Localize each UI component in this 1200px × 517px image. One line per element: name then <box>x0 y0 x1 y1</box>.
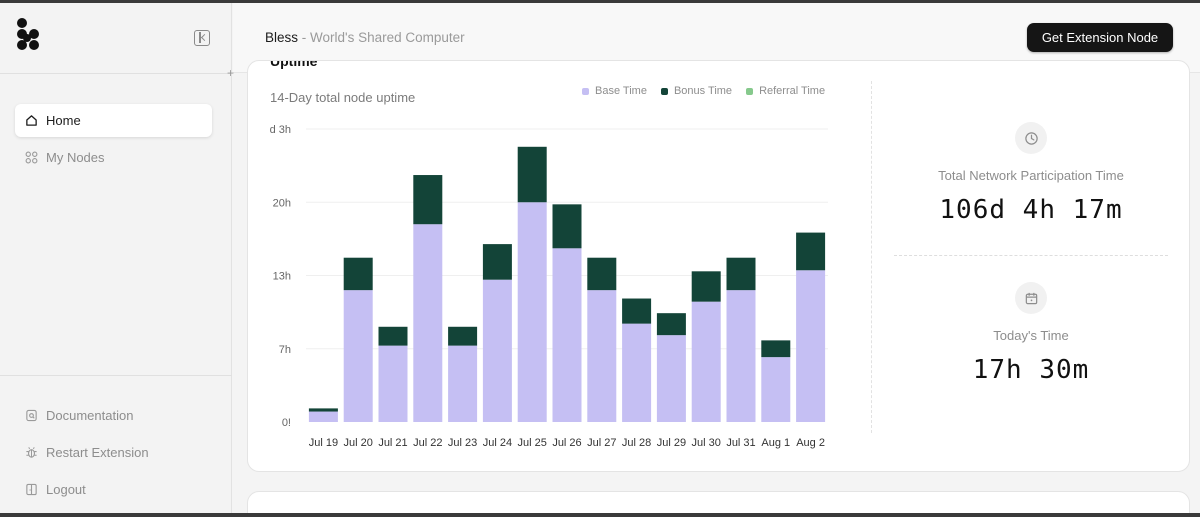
legend-swatch <box>746 87 754 95</box>
total-participation-label: Total Network Participation Time <box>938 168 1124 183</box>
todays-time-label: Today's Time <box>993 328 1069 343</box>
bar-segment <box>343 290 373 422</box>
bar-segment <box>413 175 443 225</box>
uptime-subtitle: 14-Day total node uptime <box>270 90 416 105</box>
uptime-bar-chart: 0! 7h 13h 20h d 3h Jul 19 Jul 20 Jul 21 Jul 22 Ju… <box>270 124 828 449</box>
resize-handle-icon: + <box>227 66 235 80</box>
bar-segment <box>517 146 547 203</box>
bar-segment <box>378 326 408 346</box>
legend-item-referral-time[interactable]: Referral Time <box>746 85 825 97</box>
legend-item-bonus-time[interactable]: Bonus Time <box>660 85 733 97</box>
sidebar-item-label: Logout <box>46 482 86 497</box>
x-tick-label: Jul 24 <box>483 437 512 449</box>
x-tick-label: Jul 25 <box>518 437 547 449</box>
documentation-icon <box>25 409 38 422</box>
bar-segment <box>622 298 652 324</box>
bar-segment <box>587 257 617 291</box>
x-tick-label: Aug 1 <box>761 437 790 449</box>
bar-segment <box>552 204 582 249</box>
y-tick-label: 13h <box>273 271 291 283</box>
chart-legend: Base Time Bonus Time Referral Time <box>582 85 839 97</box>
sidebar-item-home[interactable]: Home <box>15 104 212 137</box>
x-tick-label: Jul 28 <box>622 437 651 449</box>
logout-icon <box>25 483 38 496</box>
x-tick-label: Jul 22 <box>413 437 442 449</box>
stats-divider <box>894 255 1168 256</box>
legend-swatch <box>582 87 589 95</box>
sidebar-item-label: Documentation <box>46 408 134 423</box>
bar-segment <box>726 290 756 422</box>
x-tick-label: Jul 29 <box>657 437 686 449</box>
x-tick-label: Jul 30 <box>692 437 721 449</box>
legend-label: Base Time <box>595 85 647 97</box>
nodes-icon <box>25 151 38 164</box>
y-tick-label: d 3h <box>270 124 291 136</box>
y-tick-label: 7h <box>279 344 291 356</box>
x-tick-label: Jul 31 <box>726 437 755 449</box>
sidebar-item-label: Home <box>46 113 81 128</box>
brand-tagline: - World's Shared Computer <box>301 30 465 45</box>
brand-name: Bless <box>265 30 299 45</box>
total-participation-value: 106d 4h 17m <box>939 195 1123 225</box>
uptime-title: Uptime <box>270 60 318 69</box>
home-icon <box>25 114 38 127</box>
bar-segment <box>343 257 373 291</box>
legend-label: Referral Time <box>759 85 826 97</box>
sidebar-divider <box>0 73 232 74</box>
bar-segment <box>691 271 721 302</box>
sidebar-item-documentation[interactable]: Documentation <box>15 399 212 432</box>
bar-segment <box>622 323 652 422</box>
bar-segment <box>796 232 826 271</box>
x-tick-label: Aug 2 <box>796 437 825 449</box>
sidebar-item-label: Restart Extension <box>46 445 149 460</box>
bar-segment <box>308 411 338 422</box>
x-tick-label: Jul 20 <box>344 437 373 449</box>
bar-segment <box>796 270 826 422</box>
legend-item-base-time[interactable]: Base Time <box>582 85 647 97</box>
brand-title: Bless - World's Shared Computer <box>265 30 465 45</box>
bar-segment <box>761 357 791 422</box>
section-divider <box>871 81 872 433</box>
sidebar-item-logout[interactable]: Logout <box>15 473 212 506</box>
x-tick-label: Jul 19 <box>309 437 338 449</box>
sidebar: Home My Nodes Documentation Restart Exte… <box>0 3 232 513</box>
restart-icon <box>25 446 38 459</box>
bar-segment <box>761 340 791 358</box>
collapse-sidebar-icon[interactable] <box>194 30 210 46</box>
sidebar-item-my-nodes[interactable]: My Nodes <box>15 141 212 174</box>
get-extension-node-button[interactable]: Get Extension Node <box>1027 23 1173 52</box>
secondary-card <box>247 491 1190 517</box>
bar-segment <box>656 335 686 422</box>
bar-segment <box>308 408 338 412</box>
bar-segment <box>378 345 408 422</box>
bar-segment <box>448 345 478 422</box>
y-tick-label: 0! <box>282 417 291 429</box>
y-tick-label: 20h <box>273 197 291 209</box>
calendar-icon <box>1015 282 1047 314</box>
bar-segment <box>691 301 721 422</box>
bar-segment <box>482 244 512 280</box>
uptime-card: Uptime 14-Day total node uptime Base Tim… <box>247 60 1190 472</box>
bar-segment <box>726 257 756 291</box>
sidebar-item-label: My Nodes <box>46 150 105 165</box>
legend-label: Bonus Time <box>673 85 733 97</box>
bar-segment <box>482 279 512 422</box>
sidebar-item-restart-extension[interactable]: Restart Extension <box>15 436 212 469</box>
x-tick-label: Jul 26 <box>552 437 581 449</box>
bar-segment <box>552 248 582 422</box>
x-tick-label: Jul 23 <box>448 437 477 449</box>
sidebar-divider <box>0 375 232 376</box>
bar-segment <box>656 313 686 336</box>
clock-icon <box>1015 122 1047 154</box>
todays-time-value: 17h 30m <box>972 355 1090 385</box>
x-tick-label: Jul 27 <box>587 437 616 449</box>
bless-logo-icon[interactable] <box>15 18 45 58</box>
legend-swatch <box>660 87 668 95</box>
bar-segment <box>587 290 617 422</box>
x-tick-label: Jul 21 <box>378 437 407 449</box>
bar-segment <box>413 224 443 422</box>
bar-segment <box>448 326 478 346</box>
bar-segment <box>517 202 547 422</box>
